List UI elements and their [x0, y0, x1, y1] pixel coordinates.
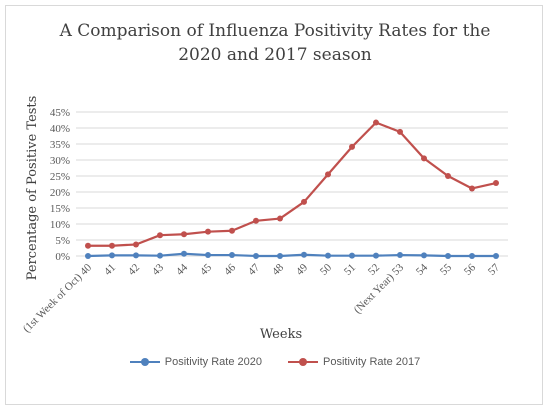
data-point	[229, 252, 235, 259]
data-point	[301, 198, 307, 205]
data-point	[205, 252, 211, 259]
legend-item: Positivity Rate 2020	[129, 356, 262, 368]
y-tick-label: 25%	[50, 171, 70, 183]
data-point	[421, 252, 427, 259]
series-layer	[85, 119, 499, 259]
data-point	[301, 251, 307, 258]
data-point	[349, 252, 355, 259]
x-tick-label: 55	[438, 261, 455, 278]
data-point	[445, 253, 451, 259]
series-positivity-rate-2017	[85, 119, 499, 249]
chart-title-line-1: A Comparison of Influenza Positivity Rat…	[59, 21, 491, 41]
data-point	[133, 241, 139, 248]
data-point	[397, 252, 403, 259]
y-tick-label: 30%	[50, 155, 70, 167]
legend: Positivity Rate 2020 Positivity Rate 2017	[0, 356, 550, 368]
data-point	[181, 250, 187, 257]
legend-item: Positivity Rate 2017	[288, 356, 420, 368]
data-point	[157, 252, 163, 259]
data-point	[397, 128, 403, 135]
data-point	[253, 217, 259, 224]
x-tick-label: 46	[222, 261, 239, 278]
y-tick-label: 10%	[50, 219, 70, 231]
x-tick-label: 42	[126, 262, 142, 278]
data-point	[373, 252, 379, 259]
x-tick-label: 44	[174, 261, 191, 278]
x-tick-label: 54	[414, 261, 431, 278]
y-tick-label: 15%	[50, 203, 70, 215]
y-tick-label: 5%	[55, 235, 70, 247]
data-point	[421, 155, 427, 162]
x-tick-label: 51	[342, 262, 358, 278]
legend-label: Positivity Rate 2020	[164, 356, 262, 368]
x-tick-label: 56	[462, 261, 479, 278]
data-point	[325, 171, 331, 178]
data-point	[109, 242, 115, 249]
y-tick-label: 0%	[55, 251, 70, 263]
x-tick-label: 49	[294, 261, 311, 278]
x-tick-label: 43	[150, 261, 167, 278]
y-tick-label: 45%	[50, 107, 70, 119]
chart-title-line-2: 2020 and 2017 season	[178, 45, 372, 65]
x-tick-label: 41	[102, 262, 118, 278]
data-point	[349, 143, 355, 150]
chart-frame	[5, 5, 543, 405]
x-tick-label: 47	[246, 261, 263, 278]
data-point	[325, 252, 331, 259]
data-point	[85, 242, 91, 249]
data-point	[157, 232, 163, 239]
data-point	[445, 173, 451, 179]
legend-swatch	[288, 357, 318, 367]
y-tick-label: 40%	[50, 123, 70, 135]
data-point	[205, 228, 211, 235]
data-point	[469, 185, 475, 192]
data-point	[277, 253, 283, 259]
data-point	[493, 253, 499, 259]
x-tick-label: 45	[198, 261, 215, 278]
y-tick-labels: 0% 5% 10% 15% 20% 25% 30% 35% 40% 45%	[50, 107, 70, 263]
y-tick-label: 35%	[50, 139, 70, 151]
data-point	[133, 252, 139, 259]
data-point	[109, 252, 115, 259]
y-tick-label: 20%	[50, 187, 70, 199]
legend-swatch	[129, 357, 160, 367]
gridlines	[76, 111, 508, 257]
x-tick-label: 50	[318, 261, 335, 278]
data-point	[253, 253, 259, 259]
y-axis-title: Percentage of Positive Tests	[25, 96, 40, 281]
x-tick-label: 52	[366, 262, 382, 278]
series-line	[87, 252, 496, 258]
data-point	[373, 119, 379, 126]
x-axis-title: Weeks	[260, 327, 302, 342]
x-tick-labels: (1st Week of Oct) 40 41 42 43 44 45 46 47 48 49 50…	[21, 261, 503, 335]
x-tick-label: 57	[486, 261, 503, 278]
series-line	[88, 121, 497, 247]
data-point	[229, 227, 235, 234]
data-point	[277, 215, 283, 222]
data-point	[469, 253, 475, 259]
data-point	[181, 231, 187, 238]
x-tick-label: 48	[270, 261, 287, 278]
legend-label: Positivity Rate 2017	[323, 356, 421, 368]
data-point	[493, 180, 499, 187]
series-positivity-rate-2020	[85, 250, 499, 259]
data-point	[85, 253, 91, 259]
